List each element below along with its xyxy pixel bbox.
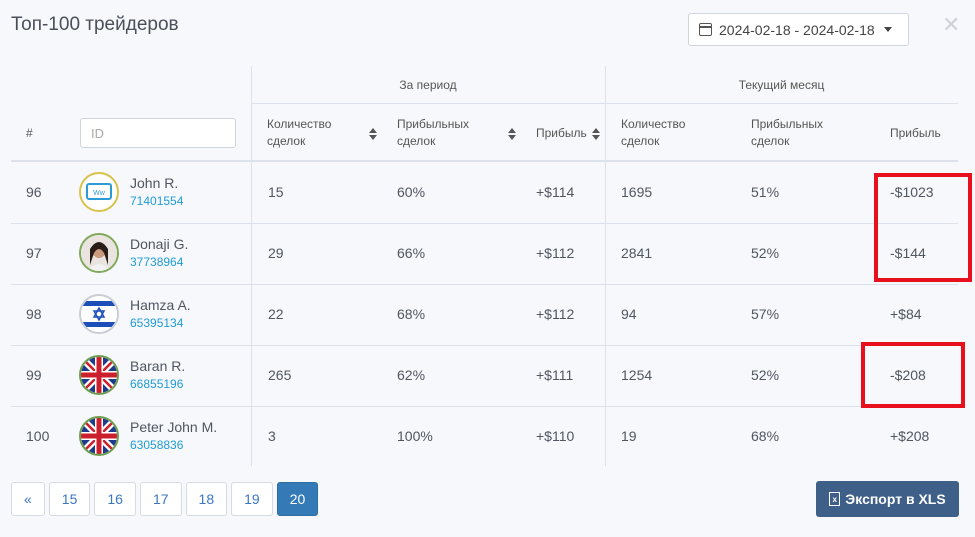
group-header-period: За период [251, 66, 605, 104]
page-button[interactable]: 15 [48, 482, 91, 516]
uk-flag-icon [79, 416, 119, 456]
month-deals: 19 [621, 428, 637, 444]
month-profit: -$144 [890, 245, 926, 261]
period-profitable: 62% [397, 367, 426, 383]
excel-file-icon: x [829, 492, 841, 506]
trader-name: Peter John M. [130, 419, 218, 435]
col-period-deals[interactable]: Количество сделок [267, 116, 331, 150]
page-button[interactable]: 17 [139, 482, 182, 516]
highlight-box [874, 173, 972, 282]
sort-icon[interactable] [592, 128, 600, 140]
sort-icon[interactable] [508, 128, 516, 140]
month-profitable: 51% [751, 184, 780, 200]
table-row[interactable]: 100 Peter John M. 63058836 3 100% +$110 … [11, 406, 958, 467]
trader-id-link[interactable]: 71401554 [130, 194, 184, 208]
header-label: Прибыльных [397, 117, 470, 131]
header-label: сделок [751, 134, 790, 148]
id-filter-input[interactable] [80, 118, 236, 148]
month-profit: -$1023 [890, 184, 934, 200]
trader-name: John R. [130, 175, 179, 191]
header-label: сделок [397, 134, 436, 148]
header-label: сделок [621, 134, 660, 148]
col-month-deals: Количество сделок [621, 116, 685, 150]
rank-cell: 100 [26, 428, 50, 444]
pagination: « 15 16 17 18 19 20 [11, 482, 319, 516]
page-prev-button[interactable]: « [11, 482, 45, 516]
table-row[interactable]: 96 Ww John R. 71401554 15 60% +$114 1695… [11, 162, 958, 223]
month-profitable: 52% [751, 245, 780, 261]
col-rank: # [26, 126, 33, 140]
rank-cell: 97 [26, 245, 42, 261]
col-period-profitable[interactable]: Прибыльных сделок [397, 116, 469, 150]
avatar [79, 233, 119, 273]
trader-name: Hamza A. [130, 297, 191, 313]
date-range-picker[interactable]: 2024-02-18 - 2024-02-18 [688, 13, 909, 46]
trader-name: Donaji G. [130, 236, 189, 252]
group-header-month: Текущий месяц [605, 66, 958, 104]
highlight-box [861, 342, 965, 408]
trader-id-link[interactable]: 65395134 [130, 316, 184, 330]
period-deals: 265 [268, 367, 292, 383]
period-profitable: 66% [397, 245, 426, 261]
page-button-active[interactable]: 20 [276, 482, 319, 516]
month-profitable: 57% [751, 306, 780, 322]
rank-cell: 96 [26, 184, 42, 200]
page-button[interactable]: 18 [185, 482, 228, 516]
period-deals: 15 [268, 184, 284, 200]
period-profitable: 100% [397, 428, 433, 444]
date-range-label: 2024-02-18 - 2024-02-18 [719, 21, 875, 38]
trader-id-link[interactable]: 37738964 [130, 255, 184, 269]
month-deals: 1254 [621, 367, 653, 383]
export-label: Экспорт в XLS [845, 491, 946, 507]
rank-cell: 98 [26, 306, 42, 322]
month-deals: 2841 [621, 245, 653, 261]
period-profit: +$112 [536, 306, 575, 322]
export-xls-button[interactable]: x Экспорт в XLS [816, 481, 959, 517]
avatar: Ww [79, 172, 119, 212]
month-profit: +$208 [890, 428, 930, 444]
col-month-profit: Прибыль [890, 126, 941, 140]
period-deals: 22 [268, 306, 284, 322]
month-profitable: 68% [751, 428, 780, 444]
month-profitable: 52% [751, 367, 780, 383]
trader-name: Baran R. [130, 358, 186, 374]
uk-flag-icon [79, 355, 119, 395]
month-deals: 1695 [621, 184, 653, 200]
header-label: Прибыльных [751, 117, 824, 131]
page-button[interactable]: 16 [94, 482, 136, 516]
header-label: Количество [267, 117, 332, 131]
chevron-down-icon [883, 27, 892, 32]
period-profitable: 60% [397, 184, 426, 200]
header-label: сделок [267, 134, 306, 148]
table-row[interactable]: 98 Hamza A. 65395134 22 68% +$112 94 57%… [11, 284, 958, 345]
col-month-profitable: Прибыльных сделок [751, 116, 823, 150]
period-deals: 3 [268, 428, 276, 444]
period-profit: +$110 [536, 428, 575, 444]
calendar-icon [699, 23, 712, 36]
month-profit: -$208 [890, 367, 926, 383]
period-profitable: 68% [397, 306, 426, 322]
table-row[interactable]: 97 Donaji G. 37738964 29 66% +$112 2841 … [11, 223, 958, 284]
period-profit: +$111 [536, 367, 574, 383]
col-period-profit[interactable]: Прибыль [536, 126, 587, 140]
svg-text:Ww: Ww [93, 190, 106, 197]
rank-cell: 99 [26, 367, 42, 383]
page-button[interactable]: 19 [231, 482, 273, 516]
trader-id-link[interactable]: 63058836 [130, 438, 184, 452]
trader-id-link[interactable]: 66855196 [130, 377, 184, 391]
page-title: Топ-100 трейдеров [11, 14, 179, 35]
month-profit: +$84 [890, 306, 922, 322]
sort-icon[interactable] [369, 128, 377, 140]
close-icon[interactable]: ✕ [942, 12, 961, 37]
header-label: Количество [621, 117, 686, 131]
table-row[interactable]: 99 Baran R. 66855196 265 62% +$111 1254 … [11, 345, 958, 406]
period-profit: +$112 [536, 245, 575, 261]
israel-flag-icon [79, 294, 119, 334]
period-profit: +$114 [536, 184, 575, 200]
period-deals: 29 [268, 245, 284, 261]
month-deals: 94 [621, 306, 637, 322]
